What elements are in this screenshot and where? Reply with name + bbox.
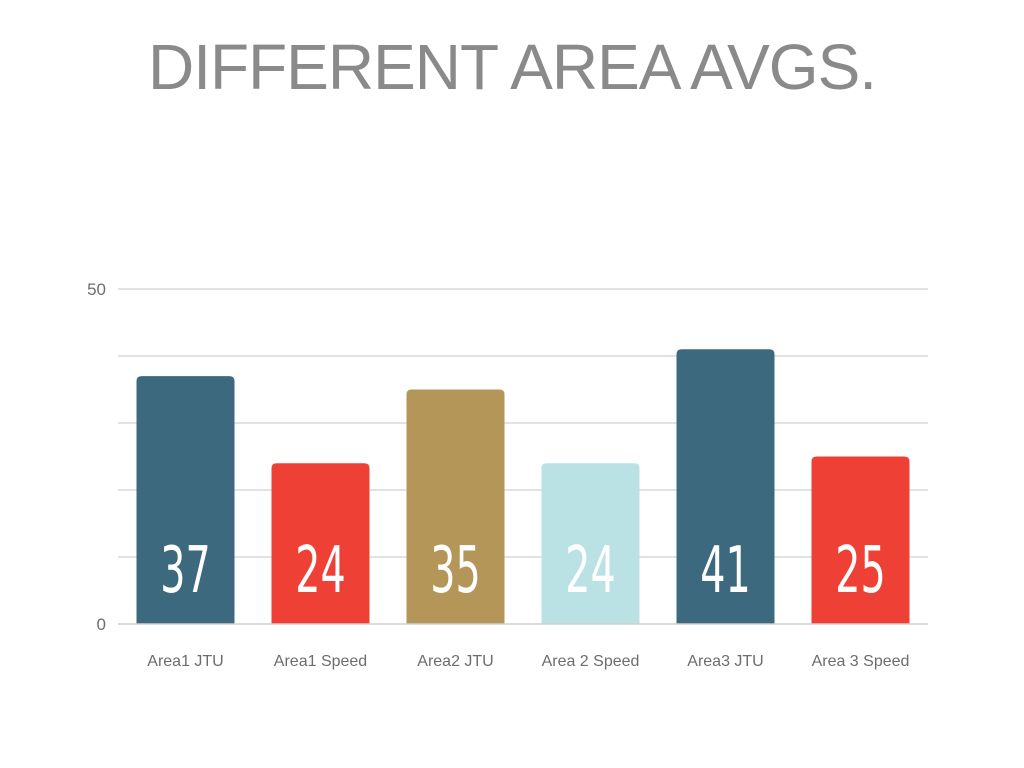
data-label: 35	[430, 533, 480, 608]
x-tick-label: Area3 JTU	[687, 653, 763, 670]
axes: 0 50 Area1 JTU Area1 Speed Area2 JTU Area 2 S…	[87, 280, 928, 670]
x-tick-label: Area1 Speed	[274, 653, 367, 670]
x-tick-label: Area 2 Speed	[542, 653, 640, 670]
data-label: 37	[160, 533, 210, 608]
y-tick-label: 50	[87, 280, 106, 299]
data-label: 24	[565, 533, 615, 608]
y-tick-label: 0	[97, 615, 106, 634]
bar	[271, 463, 370, 624]
data-labels: 37 24 35 24 41 25	[160, 533, 885, 608]
bars	[136, 349, 910, 624]
chart-title: DIFFERENT AREA AVGS.	[147, 31, 877, 103]
x-tick-label: Area2 JTU	[417, 653, 493, 670]
data-label: 25	[835, 533, 885, 608]
gridlines	[118, 288, 928, 558]
x-tick-label: Area 3 Speed	[812, 653, 910, 670]
x-tick-label: Area1 JTU	[147, 653, 223, 670]
data-label: 41	[700, 533, 750, 608]
bar	[811, 456, 910, 624]
bar	[406, 389, 505, 624]
bar	[676, 349, 775, 624]
data-label: 24	[295, 533, 345, 608]
bar	[541, 463, 640, 624]
bar	[136, 376, 235, 624]
